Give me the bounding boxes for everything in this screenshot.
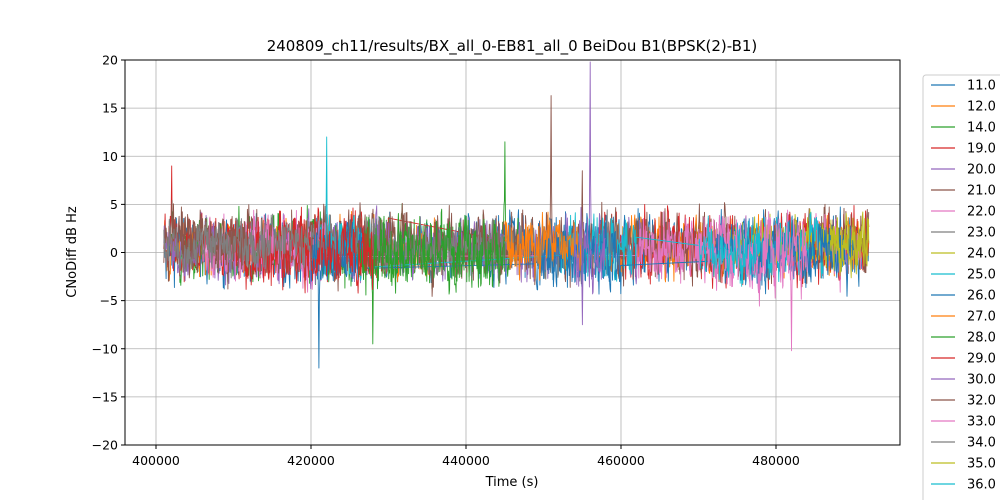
y-tick-label: 20: [102, 53, 118, 68]
series-line-26-0: [310, 210, 854, 369]
legend-label: 35.0: [967, 457, 996, 472]
series-line-34-0: [163, 213, 312, 279]
y-tick-label: −15: [92, 389, 118, 404]
y-tick-label: −20: [92, 438, 118, 453]
legend-label: 25.0: [967, 268, 996, 283]
y-tick-label: −5: [100, 293, 118, 308]
legend-label: 19.0: [967, 142, 996, 157]
legend-label: 26.0: [967, 289, 996, 304]
legend-label: 14.0: [967, 121, 996, 136]
series-line-32-0: [178, 209, 250, 274]
series-line-27-0: [504, 211, 583, 281]
legend-label: 29.0: [967, 352, 996, 367]
legend-label: 20.0: [967, 163, 996, 178]
legend: 11.0 12.0 14.0 19.0 20.0 21.0 22.0 23.0 24.0 25.0…: [922, 74, 1000, 500]
series-line-35-0: [829, 211, 870, 279]
legend-label: 32.0: [967, 394, 996, 409]
series-line-30-0: [574, 206, 606, 326]
legend-label: 11.0: [967, 79, 996, 94]
x-tick-label: 440000: [442, 453, 490, 468]
legend-label: 21.0: [967, 184, 996, 199]
chart-title: 240809_ch11/results/BX_all_0-EB81_all_0 …: [267, 37, 758, 56]
legend-label: 27.0: [967, 310, 996, 325]
y-tick-label: 15: [102, 101, 118, 116]
y-axis-label: CNoDiff dB Hz: [65, 206, 80, 298]
x-tick-label: 460000: [597, 453, 645, 468]
legend-label: 28.0: [967, 331, 996, 346]
legend-box: [922, 74, 1000, 500]
legend-label: 33.0: [967, 415, 996, 430]
series-line-28-0: [357, 213, 505, 345]
y-tick-label: 5: [110, 197, 118, 212]
series-line-36-0: [698, 215, 761, 287]
legend-label: 36.0: [967, 478, 996, 493]
legend-label: 30.0: [967, 373, 996, 388]
x-tick-label: 420000: [287, 453, 335, 468]
y-tick-label: 10: [102, 149, 118, 164]
legend-label: 12.0: [967, 100, 996, 115]
plot-series: [163, 61, 870, 369]
x-tick-label: 480000: [752, 453, 800, 468]
axis-ticks: 400000 420000 440000 460000 480000 −20 −15 −10 −…: [92, 53, 800, 469]
legend-label: 23.0: [967, 226, 996, 241]
x-tick-label: 400000: [132, 453, 180, 468]
legend-label: 24.0: [967, 247, 996, 262]
legend-label: 34.0: [967, 436, 996, 451]
legend-label: 22.0: [967, 205, 996, 220]
x-axis-label: Time (s): [485, 475, 539, 490]
y-tick-label: 0: [110, 245, 118, 260]
y-tick-label: −10: [92, 341, 118, 356]
